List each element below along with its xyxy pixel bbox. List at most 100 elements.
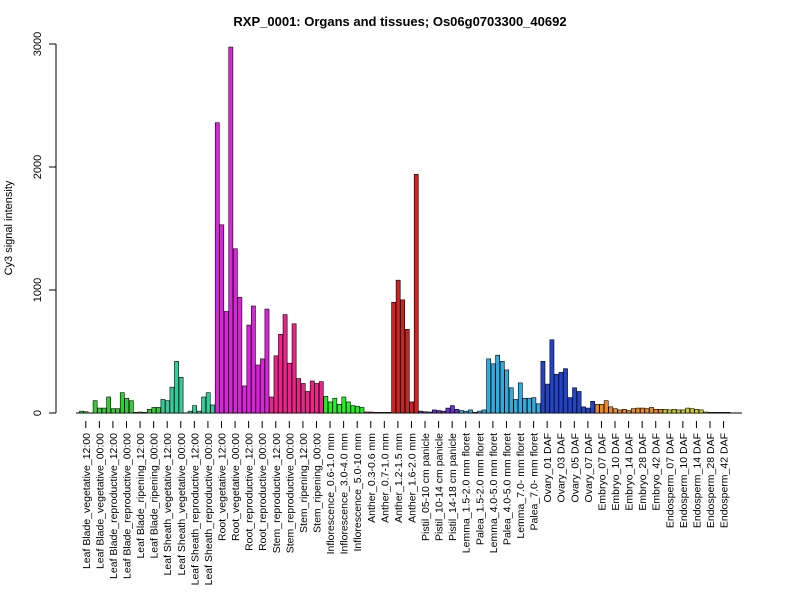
- x-tick-label: Anther_0.3-0.6 mm: [366, 433, 378, 523]
- bar: [359, 407, 365, 414]
- bar: [201, 396, 207, 414]
- bar: [549, 339, 555, 414]
- x-tick-label: Palea_1.5-2.0 mm floret: [474, 433, 486, 545]
- bar: [472, 412, 478, 414]
- x-tick-label: Leaf Blade_ripening_12:00: [135, 433, 147, 559]
- bar: [658, 409, 663, 414]
- bar: [621, 409, 627, 414]
- bar: [486, 358, 492, 414]
- x-tick-label: Endosperm_28 DAF: [705, 433, 717, 528]
- bar: [296, 378, 302, 414]
- bar: [680, 409, 686, 414]
- bar: [594, 404, 600, 414]
- x-tick-label: Leaf Blade_vegetative_00:00: [94, 433, 106, 569]
- bar: [527, 397, 532, 414]
- x-tick-label: Pistil_14-18 cm panicle: [447, 433, 459, 541]
- bar: [563, 368, 568, 414]
- bar: [160, 399, 166, 414]
- bar: [137, 411, 143, 414]
- bar: [432, 409, 437, 414]
- bar: [395, 279, 401, 414]
- bar: [350, 405, 356, 414]
- bar: [119, 392, 125, 414]
- bar: [115, 408, 121, 414]
- bar: [585, 407, 591, 414]
- bar: [422, 411, 428, 414]
- bar: [128, 400, 134, 414]
- bar: [644, 408, 650, 414]
- x-tick-label: Root_reproductive_12:00: [244, 433, 256, 551]
- y-tick-label: 3000: [32, 32, 44, 56]
- bar: [477, 410, 482, 414]
- bar: [242, 385, 247, 414]
- x-tick-label: Embryo_10 DAF: [610, 433, 622, 511]
- bar: [83, 411, 89, 414]
- bar: [667, 409, 672, 414]
- bar: [196, 410, 202, 414]
- bar: [545, 383, 550, 414]
- bar: [685, 407, 690, 414]
- bar: [305, 391, 311, 414]
- bar: [251, 305, 256, 414]
- bar: [386, 412, 392, 414]
- bar: [540, 361, 546, 414]
- bar: [291, 323, 297, 414]
- bar: [567, 397, 573, 414]
- bar: [721, 412, 727, 414]
- bar: [260, 358, 265, 414]
- bars: [79, 46, 731, 414]
- x-tick-label: Endosperm_07 DAF: [664, 433, 676, 528]
- bar: [255, 364, 261, 414]
- bar: [454, 409, 460, 414]
- bar: [187, 410, 193, 414]
- x-tick-label: Ovary_01 DAF: [542, 433, 554, 502]
- bar: [694, 409, 700, 414]
- x-tick-label: Anther_1.6-2.0 mm: [406, 433, 418, 523]
- bar: [630, 408, 636, 414]
- x-tick-label: Ovary_07 DAF: [583, 433, 595, 502]
- x-tick-label: Root_vegetative_12:00: [216, 433, 228, 541]
- bar: [151, 407, 157, 414]
- x-tick-label: Endosperm_10 DAF: [678, 433, 690, 528]
- x-tick-label: Leaf Blade_reproductive_12:00: [108, 433, 120, 579]
- bar: [341, 396, 347, 414]
- bar: [219, 224, 225, 414]
- x-tick-label: Lemma_1.5-2.0 mm floret: [461, 433, 473, 553]
- bar: [165, 400, 170, 414]
- chart-title: RXP_0001: Organs and tissues; Os06g07033…: [233, 14, 566, 29]
- bar: [147, 409, 152, 414]
- x-tick-label: Pistil_05-10 cm panicle: [420, 433, 432, 541]
- bar: [445, 407, 451, 414]
- bar: [608, 406, 614, 414]
- bar: [404, 329, 410, 414]
- bar: [508, 387, 514, 414]
- bar: [531, 397, 537, 414]
- y-tick-label: 1000: [32, 278, 44, 302]
- bar: [337, 404, 342, 414]
- bar: [156, 407, 161, 414]
- bar: [400, 299, 406, 414]
- x-tick-label: Ovary_05 DAF: [569, 433, 581, 502]
- bar: [309, 380, 315, 414]
- bar: [522, 397, 528, 414]
- bar: [92, 400, 98, 414]
- x-tick-label: Inflorescence_0.6-1.0 mm: [325, 433, 337, 555]
- bar: [499, 361, 505, 414]
- y-tick-label: 0: [32, 410, 44, 416]
- bar: [124, 397, 130, 414]
- bar: [327, 401, 333, 414]
- bar: [142, 412, 148, 414]
- x-tick-label: Root_reproductive_00:00: [257, 433, 269, 551]
- x-tick-label: Endosperm_42 DAF: [719, 433, 731, 528]
- bar: [653, 409, 659, 414]
- bar: [463, 410, 469, 414]
- bar: [536, 403, 541, 414]
- bar: [707, 412, 713, 414]
- bar: [436, 410, 442, 414]
- bar: [314, 383, 320, 414]
- bar: [517, 382, 523, 414]
- bar: [287, 362, 292, 414]
- x-tick-label: Palea_4.0-5.0 mm floret: [501, 433, 513, 545]
- bar: [495, 354, 501, 414]
- x-tick-label: Root_vegetative_00:00: [230, 433, 242, 541]
